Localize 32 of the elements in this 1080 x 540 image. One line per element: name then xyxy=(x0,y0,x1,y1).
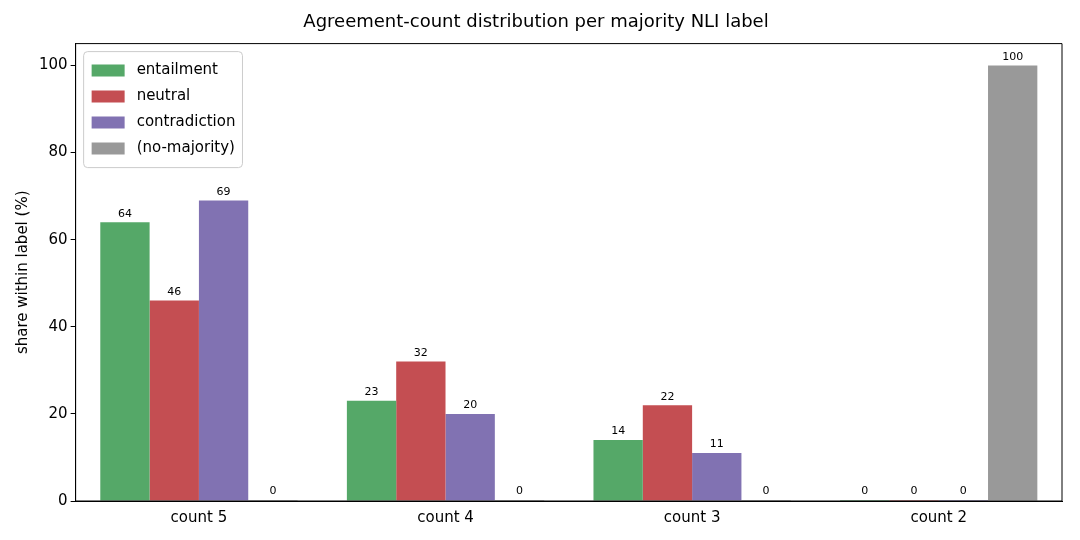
data-label: 0 xyxy=(269,484,277,498)
data-label: 23 xyxy=(364,385,379,399)
x-tick-label: count 4 xyxy=(417,507,474,526)
legend-label: neutral xyxy=(136,86,191,105)
data-label: 11 xyxy=(709,437,724,451)
data-label: 0 xyxy=(910,484,918,498)
data-label: 20 xyxy=(463,398,478,412)
y-axis-title: share within label (%) xyxy=(12,190,31,355)
data-label: 0 xyxy=(959,484,967,498)
data-label: 64 xyxy=(117,206,132,220)
data-label: 100 xyxy=(1002,49,1024,63)
y-tick-label: 60 xyxy=(48,229,68,248)
data-label: 46 xyxy=(167,284,182,298)
data-label: 0 xyxy=(762,484,770,498)
legend-label: contradiction xyxy=(136,112,236,131)
x-tick-label: count 2 xyxy=(910,507,968,526)
x-tick-label: count 5 xyxy=(170,507,228,526)
chart-title: Agreement-count distribution per majority NLI label xyxy=(303,10,769,32)
data-label: 32 xyxy=(413,345,428,359)
y-tick-label: 80 xyxy=(48,142,68,161)
data-label: 14 xyxy=(611,424,626,438)
legend-label: (no-majority) xyxy=(136,138,235,157)
data-label: 69 xyxy=(216,184,231,198)
x-tick-label: count 3 xyxy=(663,507,721,526)
y-tick-label: 40 xyxy=(48,316,68,335)
y-tick-label: 0 xyxy=(58,490,68,509)
legend-label: entailment xyxy=(136,60,219,79)
y-tick-label: 100 xyxy=(38,55,68,74)
data-label: 0 xyxy=(861,484,869,498)
data-label: 22 xyxy=(660,389,675,403)
data-label: 0 xyxy=(516,484,523,498)
y-tick-label: 20 xyxy=(48,403,68,422)
